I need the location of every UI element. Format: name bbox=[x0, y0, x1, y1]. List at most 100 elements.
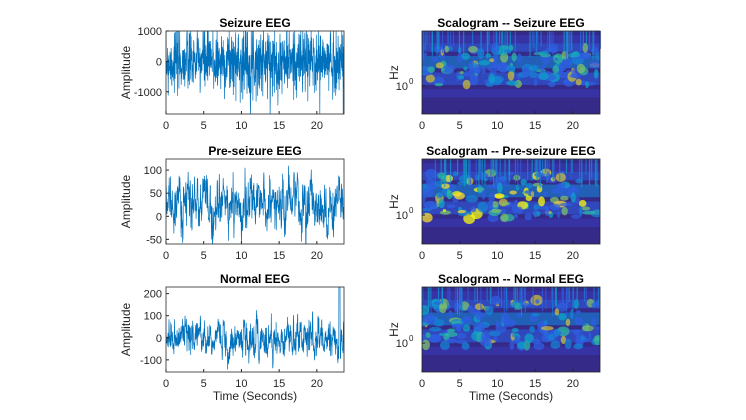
heatmap-cell bbox=[597, 287, 599, 306]
heatmap-cell bbox=[488, 73, 495, 84]
heatmap-cell bbox=[493, 336, 498, 342]
heatmap-cell bbox=[529, 325, 536, 333]
heatmap-cell bbox=[564, 338, 572, 350]
heatmap-cell bbox=[422, 212, 433, 223]
heatmap-cell bbox=[474, 174, 479, 181]
heatmap-cell bbox=[561, 287, 563, 305]
heatmap-cell bbox=[488, 31, 490, 45]
heatmap-cell bbox=[570, 159, 572, 179]
heatmap-cell bbox=[425, 177, 435, 188]
heatmap-cell bbox=[583, 287, 586, 302]
heatmap-cell bbox=[444, 45, 449, 53]
heatmap-cell bbox=[532, 287, 534, 309]
heatmap-cell bbox=[490, 287, 492, 312]
heatmap-cell bbox=[447, 287, 449, 311]
heatmap-cell bbox=[517, 341, 526, 350]
heatmap-cell bbox=[570, 184, 575, 192]
heatmap-cell bbox=[519, 287, 521, 309]
heatmap-cell bbox=[511, 52, 517, 62]
heatmap-cell bbox=[468, 45, 478, 53]
heatmap-cell bbox=[478, 172, 489, 180]
heatmap-cell bbox=[567, 60, 573, 64]
heatmap-cell bbox=[502, 31, 504, 44]
heatmap-cell bbox=[589, 61, 600, 69]
heatmap-cell bbox=[552, 31, 554, 59]
heatmap-cell bbox=[533, 209, 537, 218]
ytick-label: 10 bbox=[396, 338, 408, 350]
heatmap-cell bbox=[525, 182, 534, 189]
heatmap-cell bbox=[428, 31, 430, 45]
heatmap-cell bbox=[547, 31, 549, 56]
heatmap-cell bbox=[446, 328, 456, 333]
heatmap-cell bbox=[580, 336, 586, 341]
heatmap-cell bbox=[561, 206, 568, 216]
heatmap-cell bbox=[552, 159, 554, 180]
heatmap-cell bbox=[552, 287, 554, 316]
heatmap-cell bbox=[493, 31, 495, 57]
xtick-label: 10 bbox=[235, 378, 247, 390]
heatmap-cell bbox=[484, 159, 486, 186]
heatmap-cell bbox=[441, 183, 450, 189]
heatmap-cell bbox=[446, 204, 456, 209]
heatmap-cell bbox=[598, 287, 600, 309]
heatmap-cell bbox=[572, 287, 574, 312]
heatmap-cell bbox=[443, 64, 456, 71]
axes-box bbox=[421, 30, 601, 115]
heatmap-cell bbox=[430, 56, 439, 62]
heatmap-cell bbox=[504, 159, 506, 178]
xtick-label: 5 bbox=[457, 250, 463, 262]
heatmap-cell bbox=[581, 159, 583, 188]
heatmap-cell bbox=[565, 318, 571, 327]
heatmap-cell bbox=[593, 334, 600, 346]
heatmap-cell bbox=[454, 192, 465, 200]
heatmap-cell bbox=[551, 287, 553, 302]
heatmap-cell bbox=[422, 287, 424, 302]
heatmap-cell bbox=[454, 302, 460, 313]
heatmap-cell bbox=[496, 159, 498, 183]
heatmap-cell bbox=[460, 287, 462, 307]
heatmap-cell bbox=[570, 308, 574, 320]
chart-title: Scalogram -- Pre-seizure EEG bbox=[426, 144, 595, 158]
heatmap-cell bbox=[529, 314, 538, 322]
chart-title: Normal EEG bbox=[220, 272, 290, 286]
heatmap-cell bbox=[570, 51, 581, 58]
heatmap-cell bbox=[581, 325, 594, 332]
heatmap-cell bbox=[535, 299, 540, 304]
xlabel: Time (Seconds) bbox=[213, 389, 297, 403]
heatmap-cell bbox=[439, 302, 447, 314]
heatmap-cell bbox=[428, 333, 441, 343]
heatmap-cell bbox=[550, 188, 563, 194]
heatmap-cell bbox=[554, 57, 559, 61]
heatmap-cell bbox=[438, 287, 440, 312]
xtick-label: 15 bbox=[273, 378, 285, 390]
heatmap-cell bbox=[451, 323, 465, 330]
heatmap-cell bbox=[520, 303, 533, 307]
heatmap-cell bbox=[555, 287, 557, 307]
heatmap-band bbox=[422, 171, 600, 181]
xtick-label: 15 bbox=[273, 250, 285, 262]
ylabel: Amplitude bbox=[119, 303, 133, 357]
heatmap-cell bbox=[492, 62, 501, 72]
heatmap-cell bbox=[474, 287, 476, 302]
heatmap-cell bbox=[531, 312, 540, 317]
heatmap-cell bbox=[462, 315, 472, 325]
heatmap-cell bbox=[505, 65, 516, 72]
heatmap-cell bbox=[423, 200, 437, 210]
heatmap-cell bbox=[456, 332, 467, 339]
heatmap-cell bbox=[490, 208, 502, 213]
heatmap-cell bbox=[533, 31, 535, 49]
heatmap-cell bbox=[543, 320, 548, 325]
heatmap-cell bbox=[513, 287, 515, 303]
heatmap-cell bbox=[441, 31, 444, 54]
heatmap-cell bbox=[437, 31, 439, 50]
heatmap-cell bbox=[536, 159, 539, 182]
heatmap-cell bbox=[485, 53, 492, 58]
heatmap-cell bbox=[438, 198, 445, 209]
heatmap-cell bbox=[484, 305, 494, 316]
heatmap-cell bbox=[537, 31, 539, 45]
heatmap-cell bbox=[554, 308, 560, 316]
heatmap-cell bbox=[441, 287, 443, 303]
heatmap-cell bbox=[534, 78, 538, 87]
